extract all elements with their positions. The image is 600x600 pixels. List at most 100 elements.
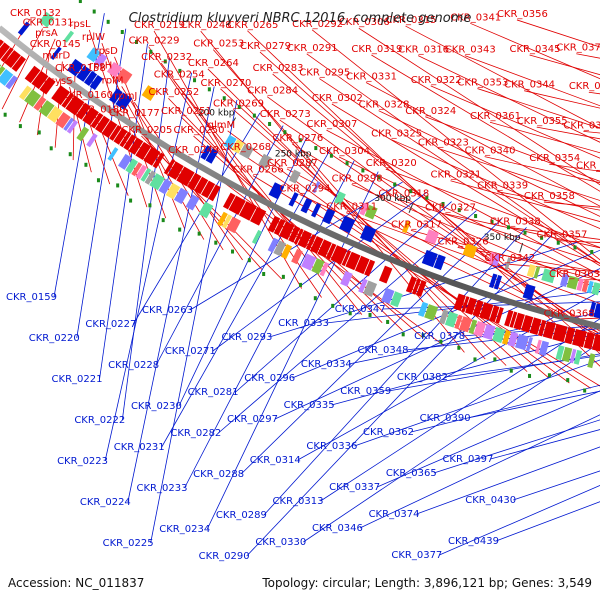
gene-label[interactable]: CKR_0131 [23, 18, 74, 29]
gene-label[interactable]: CKR_0229 [129, 36, 180, 47]
gene-label[interactable]: CKR_0177 [109, 108, 160, 119]
gene-label[interactable]: CKR_0331 [346, 72, 397, 83]
gene-label[interactable]: CKR_0330 [255, 537, 306, 548]
gene-label[interactable]: CKR_0356 [497, 9, 548, 20]
gene-label[interactable]: CKR_0220 [29, 333, 80, 344]
gene-label[interactable]: CKR_0276 [272, 133, 323, 144]
gene-label[interactable]: CKR_0313 [273, 496, 324, 507]
gene-label[interactable]: CKR_0248 [181, 20, 232, 31]
gene-label[interactable]: CKR_0268 [220, 142, 271, 153]
gene-label[interactable]: CKR_0325 [371, 129, 422, 140]
gene-label[interactable]: CKR_0279 [240, 41, 291, 52]
gene-label[interactable]: CKR_0291 [287, 43, 338, 54]
gene-label[interactable]: murD [42, 51, 70, 62]
gene-label[interactable]: CKR_0340 [465, 146, 516, 157]
gene-label[interactable]: CKR_0357 [536, 230, 587, 241]
gene-label[interactable]: CKR_0333 [278, 318, 329, 329]
gene-label[interactable]: CKR_0362 [363, 427, 414, 438]
gene-label[interactable]: rpsD [94, 46, 118, 57]
gene-label[interactable]: CKR_0358 [524, 191, 575, 202]
gene-label[interactable]: CKR_0343 [445, 45, 496, 56]
gene-label[interactable]: CKR_0319 [351, 44, 402, 55]
gene-label[interactable]: CKR_0281 [188, 387, 239, 398]
gene-label[interactable]: CKR_0324 [405, 106, 456, 117]
gene-label[interactable]: CKR_0298 [332, 173, 383, 184]
gene-label[interactable]: CKR_0160 [62, 90, 113, 101]
gene-label[interactable]: cysS [50, 76, 73, 87]
gene-label[interactable]: CKR_0327 [425, 203, 476, 214]
gene-label[interactable]: CKR_0284 [247, 86, 298, 97]
gene-label[interactable]: CKR_0317 [391, 219, 442, 230]
gene-label[interactable]: CKR_0180 [75, 104, 126, 115]
gene-label[interactable]: CKR_0344 [504, 80, 555, 91]
gene-label[interactable]: CKR_0315 [386, 15, 437, 26]
gene-label[interactable]: CKR_0289 [216, 510, 267, 521]
gene-label[interactable]: CKR_0311 [326, 202, 377, 213]
gene-label[interactable]: CKR_0273 [260, 109, 311, 120]
gene-label[interactable]: CKR_0145 [30, 39, 81, 50]
gene-label[interactable]: CKR_0233 [137, 483, 188, 494]
gene-label[interactable]: CKR_0294 [280, 183, 331, 194]
gene-label[interactable]: CKR_0293 [221, 332, 272, 343]
gene-label[interactable]: CKR_0307 [306, 119, 357, 130]
gene-label[interactable]: CKR_0227 [85, 319, 136, 330]
gene-label[interactable]: CKR_0322 [411, 75, 462, 86]
gene-label[interactable]: CKR_0365 [386, 468, 437, 479]
gene-label[interactable]: CKR_0328 [359, 100, 410, 111]
gene-label[interactable]: CKR_0338 [490, 216, 541, 227]
gene-label[interactable]: CKR_0250 [174, 125, 225, 136]
gene-label[interactable]: CKR_0314 [250, 455, 301, 466]
gene-label[interactable]: rplW [82, 32, 105, 43]
gene-label[interactable]: CKR_0283 [253, 63, 304, 74]
gene-label[interactable]: CKR_0323 [418, 137, 469, 148]
gene-label[interactable]: CKR_0158 [55, 63, 106, 74]
gene-label[interactable]: CKR_0393 [576, 160, 600, 171]
gene-label[interactable]: CKR_0251 [161, 106, 212, 117]
gene-label[interactable]: CKR_0232 [141, 52, 192, 63]
gene-label[interactable]: CKR_0132 [10, 8, 61, 19]
gene-label[interactable]: CKR_0378 [414, 331, 465, 342]
gene-label[interactable]: CKR_0222 [74, 415, 125, 426]
gene-label[interactable]: CKR_0223 [57, 456, 108, 467]
gene-label[interactable]: CKR_0348 [358, 345, 409, 356]
gene-label[interactable]: CKR_0336 [306, 441, 357, 452]
gene-label[interactable]: CKR_0264 [188, 58, 239, 69]
gene-label[interactable]: CKR_0326 [438, 236, 489, 247]
gene-label[interactable]: CKR_0354 [529, 153, 580, 164]
gene-label[interactable]: CKR_0345 [510, 44, 561, 55]
gene-label[interactable]: CKR_0320 [366, 158, 417, 169]
gene-label[interactable]: rpsH [89, 60, 112, 71]
gene-label[interactable]: CKR_0385 [563, 120, 600, 131]
gene-label[interactable]: CKR_0368 [544, 309, 595, 320]
gene-label[interactable]: CKR_0231 [114, 442, 165, 453]
gene-label[interactable]: CKR_0337 [329, 482, 380, 493]
gene-label[interactable]: CKR_0234 [159, 524, 210, 535]
gene-label[interactable]: CKR_0316 [398, 45, 449, 56]
gene-label[interactable]: CKR_0270 [200, 78, 251, 89]
gene-label[interactable]: prsA [35, 28, 58, 39]
gene-label[interactable]: CKR_0376 [556, 43, 600, 54]
gene-label[interactable]: CKR_0271 [165, 346, 216, 357]
gene-label[interactable]: CKR_0306 [339, 17, 390, 28]
gene-label[interactable]: CKR_0205 [121, 125, 172, 136]
gene-label[interactable]: CKR_0290 [199, 551, 250, 562]
gene-label[interactable]: CKR_0263 [142, 305, 193, 316]
gene-label[interactable]: CKR_0292 [292, 19, 343, 30]
gene-label[interactable]: CKR_0355 [517, 116, 568, 127]
gene-label[interactable]: CKR_0339 [477, 181, 528, 192]
gene-label[interactable]: CKR_0295 [299, 68, 350, 79]
gene-label[interactable]: CKR_0359 [340, 386, 391, 397]
gene-label[interactable]: CKR_0318 [378, 188, 429, 199]
gene-label[interactable]: CKR_0334 [301, 359, 352, 370]
gene-label[interactable]: CKR_0341 [450, 12, 501, 23]
gene-label[interactable]: CKR_0219 [134, 20, 185, 31]
gene-label[interactable]: CKR_0390 [420, 413, 471, 424]
gene-label[interactable]: CKR_0282 [170, 428, 221, 439]
gene-label[interactable]: CKR_0265 [227, 20, 278, 31]
gene-label[interactable]: CKR_0159 [6, 292, 57, 303]
gene-label[interactable]: CKR_0374 [369, 509, 420, 520]
gene-label[interactable]: CKR_0373 [569, 81, 600, 92]
gene-label[interactable]: CKR_0287 [267, 158, 318, 169]
gene-label[interactable]: CKR_0252 [148, 87, 199, 98]
gene-label[interactable]: CKR_0335 [284, 400, 335, 411]
